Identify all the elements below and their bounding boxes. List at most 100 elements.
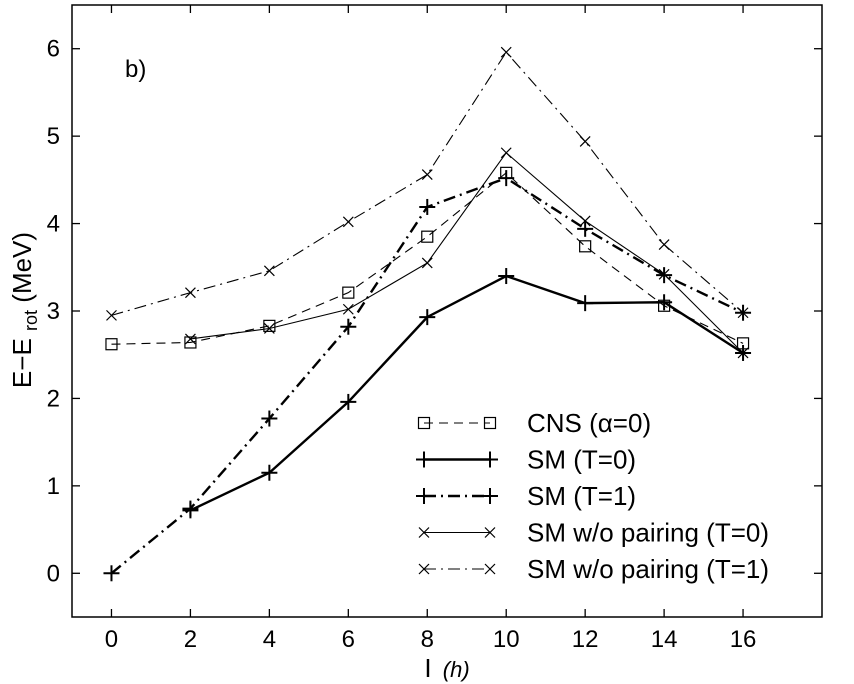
marker-stroke — [737, 347, 749, 359]
marker-stroke — [421, 257, 433, 269]
data-point — [105, 338, 118, 351]
marker-stroke — [579, 215, 591, 227]
data-point — [184, 333, 196, 345]
legend-label: SM (T=0) — [527, 445, 636, 475]
legend: CNS (α=0) SM (T=0) SM (T=1) SM w/o pairing … — [416, 408, 769, 584]
marker-stroke — [184, 333, 196, 345]
series-line — [111, 51, 744, 316]
legend-marker — [418, 563, 430, 575]
y-axis-label-sub: rot — [21, 310, 41, 331]
marker-stroke — [500, 147, 512, 159]
series-4 — [184, 147, 749, 359]
data-point — [421, 230, 434, 243]
series-line — [190, 151, 744, 354]
legend-item-1: CNS (α=0) — [417, 408, 651, 438]
data-point — [579, 215, 591, 227]
legend-marker — [416, 451, 432, 468]
data-point — [498, 268, 515, 285]
legend-label: SM w/o pairing (T=0) — [527, 518, 769, 548]
legend-marker — [484, 527, 496, 538]
data-point — [103, 565, 120, 582]
series-3 — [103, 170, 752, 582]
data-point — [500, 46, 512, 58]
data-point — [419, 198, 436, 215]
marker-stroke — [418, 527, 430, 538]
data-point — [263, 323, 275, 334]
data-point — [184, 287, 196, 299]
data-point — [500, 147, 512, 159]
y-tick-label: 1 — [47, 473, 60, 500]
marker-stroke — [106, 309, 117, 321]
legend-marker — [418, 527, 430, 538]
y-axis-label-unit: (MeV) — [7, 232, 37, 303]
data-point — [498, 170, 515, 187]
series-line — [189, 274, 744, 512]
data-point — [656, 294, 673, 311]
data-point — [340, 393, 357, 410]
marker-stroke — [658, 268, 670, 280]
data-point — [184, 336, 197, 349]
legend-item-5: SM w/o pairing (T=1) — [418, 554, 769, 584]
data-point — [106, 309, 117, 321]
x-axis-label: I (h) — [424, 653, 469, 683]
legend-item-2: SM (T=0) — [416, 445, 636, 475]
data-point — [263, 319, 276, 332]
data-point — [182, 500, 199, 517]
x-tick-label: 0 — [105, 626, 118, 653]
x-tick-label: 12 — [572, 626, 599, 653]
data-point — [342, 303, 354, 315]
x-tick-label: 14 — [651, 626, 678, 653]
y-axis-label-main: E−E — [7, 338, 37, 388]
data-point — [421, 169, 433, 181]
legend-item-3: SM (T=1) — [416, 481, 636, 511]
y-tick-label: 0 — [47, 560, 60, 587]
marker-stroke — [737, 307, 749, 319]
y-tick-label: 6 — [47, 36, 60, 63]
data-point — [577, 295, 594, 312]
data-point — [737, 347, 749, 359]
data-point — [658, 268, 670, 280]
x-tick-label: 2 — [184, 626, 197, 653]
x-axis-label-main: I — [424, 653, 431, 683]
y-tick-label: 4 — [47, 211, 60, 238]
legend-marker — [483, 416, 497, 430]
data-point — [656, 267, 673, 284]
legend-label: CNS (α=0) — [527, 408, 651, 438]
data-point — [263, 265, 275, 277]
data-point — [579, 135, 591, 147]
legend-label: SM w/o pairing (T=1) — [527, 554, 769, 584]
marker-stroke — [342, 303, 354, 315]
data-point — [737, 307, 749, 319]
legend-marker — [417, 416, 431, 430]
series-line — [111, 172, 744, 345]
data-point — [419, 309, 436, 326]
series-1 — [105, 166, 750, 351]
marker-stroke — [500, 46, 512, 58]
legend-marker — [416, 488, 432, 504]
y-tick-label: 3 — [47, 298, 60, 325]
series-5 — [106, 46, 749, 321]
panel-label: b) — [125, 56, 146, 83]
data-point — [577, 220, 594, 237]
data-point — [340, 318, 357, 335]
x-tick-label: 16 — [730, 626, 757, 653]
x-axis-label-unit: (h) — [443, 657, 470, 682]
x-tick-label: 10 — [493, 626, 520, 653]
legend-label: SM (T=1) — [527, 481, 636, 511]
data-point — [421, 257, 433, 269]
series-2 — [182, 268, 752, 519]
data-point — [261, 410, 278, 427]
marker-stroke — [342, 216, 354, 228]
data-point — [658, 239, 670, 250]
marker-stroke — [263, 265, 275, 277]
marker-stroke — [184, 287, 196, 299]
x-tick-label: 8 — [421, 626, 434, 653]
data-point — [261, 464, 278, 481]
data-point — [342, 286, 355, 299]
series-layer — [103, 46, 752, 582]
legend-marker — [482, 451, 498, 468]
data-point — [342, 216, 354, 228]
y-tick-label: 2 — [47, 385, 60, 412]
